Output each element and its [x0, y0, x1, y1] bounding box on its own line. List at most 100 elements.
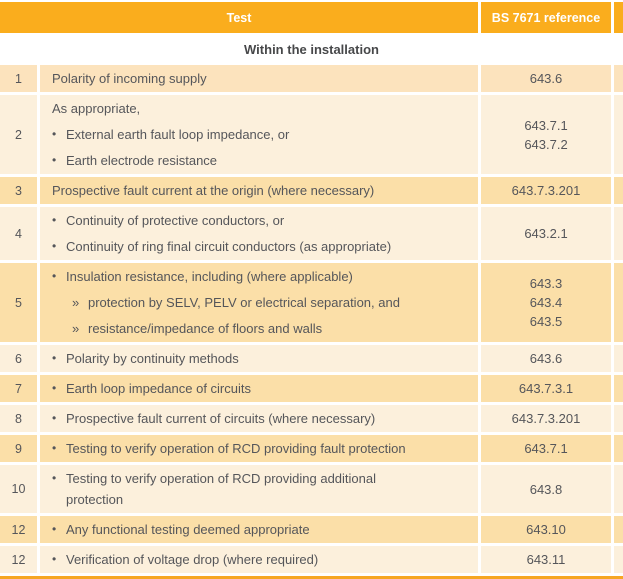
test-item-text: Earth electrode resistance	[66, 153, 218, 168]
cropped-next-column-cell	[614, 435, 623, 462]
row-number: 5	[0, 263, 37, 342]
reference-value: 643.7.1	[524, 117, 568, 133]
test-description-cell: • Polarity by continuity methods	[40, 345, 478, 372]
test-item-text: Polarity of incoming supply	[52, 71, 207, 86]
table-row: 8 • Prospective fault current of circuits…	[0, 405, 623, 432]
reference-value: 643.10	[526, 522, 566, 537]
test-description-cell: As appropriate, • External earth fault loo…	[40, 95, 478, 174]
reference-cell: 643.3 643.4 643.5	[481, 263, 611, 342]
test-description-cell: • Continuity of protective conductors, or…	[40, 207, 478, 260]
row-number: 12	[0, 516, 37, 543]
test-item-text: As appropriate,	[52, 101, 141, 116]
table-row: 4 • Continuity of protective conductors, …	[0, 207, 623, 260]
test-description-cell: • Insulation resistance, including (where…	[40, 263, 478, 342]
reference-cell: 643.2.1	[481, 207, 611, 260]
row-number: 12	[0, 546, 37, 573]
bullet-item: • Continuity of ring final circuit conduc…	[40, 238, 470, 255]
reference-cell: 643.8	[481, 465, 611, 513]
reference-cell: 643.7.1 643.7.2	[481, 95, 611, 174]
test-item-text: Any functional testing deemed appropriat…	[66, 522, 310, 537]
row-number: 7	[0, 375, 37, 402]
test-description-cell: Polarity of incoming supply	[40, 65, 478, 92]
reference-cell: 643.6	[481, 65, 611, 92]
cropped-next-column-cell	[614, 516, 623, 543]
test-item-text: Verification of voltage drop (where requ…	[66, 552, 319, 567]
table-row: 5 • Insulation resistance, including (whe…	[0, 263, 623, 342]
bullet-icon: •	[52, 269, 57, 283]
test-item-text: protection	[66, 492, 124, 507]
test-description-cell: • Any functional testing deemed appropria…	[40, 516, 478, 543]
bullet-item: • Insulation resistance, including (where…	[40, 268, 470, 285]
table-row: 3 Prospective fault current at the origi…	[0, 177, 623, 204]
reference-cell: 643.6	[481, 345, 611, 372]
bullet-icon: •	[52, 552, 57, 566]
test-description-cell: • Verification of voltage drop (where req…	[40, 546, 478, 573]
bullet-item: • Verification of voltage drop (where req…	[40, 551, 470, 568]
table-bottom-border	[0, 576, 623, 579]
test-item-line: Polarity of incoming supply	[40, 70, 470, 87]
bullet-icon: •	[52, 213, 57, 227]
row-number: 10	[0, 465, 37, 513]
test-description-cell: Prospective fault current at the origin …	[40, 177, 478, 204]
row-number: 2	[0, 95, 37, 174]
bullet-icon: •	[52, 153, 57, 167]
reference-value: 643.3	[529, 276, 563, 291]
test-item-text: Testing to verify operation of RCD provi…	[66, 441, 406, 456]
test-item-text: Polarity by continuity methods	[66, 351, 239, 366]
table-row: 10 • Testing to verify operation of RCD p…	[0, 465, 623, 513]
column-header-reference: BS 7671 reference	[481, 2, 611, 33]
sub-bullet-item: » protection by SELV, PELV or electrical …	[40, 294, 470, 311]
test-item-text: Prospective fault current at the origin …	[52, 183, 375, 198]
table-body: 1 Polarity of incoming supply 643.6 2 As…	[0, 65, 623, 573]
bullet-icon: •	[52, 351, 57, 365]
test-item-line: protection	[40, 491, 470, 508]
test-description-cell: • Earth loop impedance of circuits	[40, 375, 478, 402]
test-item-text: Continuity of protective conductors, or	[66, 213, 285, 228]
cropped-next-column-cell	[614, 177, 623, 204]
reference-value: 643.11	[526, 552, 566, 567]
cropped-next-column-header	[614, 2, 623, 33]
cropped-next-column-cell	[614, 546, 623, 573]
reference-value: 643.7.3.201	[511, 411, 581, 426]
bullet-icon: •	[52, 522, 57, 536]
bullet-icon: •	[52, 381, 57, 395]
test-item-line: As appropriate,	[40, 100, 470, 117]
cropped-next-column-cell	[614, 263, 623, 342]
test-item-text: resistance/impedance of floors and walls	[88, 321, 323, 336]
reference-value: 643.7.3.1	[518, 381, 574, 396]
row-number: 9	[0, 435, 37, 462]
test-item-text: External earth fault loop impedance, or	[66, 127, 290, 142]
bullet-item: • Earth loop impedance of circuits	[40, 380, 470, 397]
reference-cell: 643.7.1	[481, 435, 611, 462]
reference-cell: 643.7.3.201	[481, 177, 611, 204]
reference-cell: 643.10	[481, 516, 611, 543]
bullet-item: • Testing to verify operation of RCD prov…	[40, 440, 470, 457]
row-number: 1	[0, 65, 37, 92]
section-title: Within the installation	[0, 36, 623, 62]
bullet-icon: •	[52, 441, 57, 455]
cropped-next-column-cell	[614, 345, 623, 372]
reference-value: 643.8	[529, 481, 563, 497]
bullet-item: • Prospective fault current of circuits (…	[40, 410, 470, 427]
table-header-row: Test BS 7671 reference	[0, 2, 623, 33]
reference-cell: 643.7.3.1	[481, 375, 611, 402]
test-item-text: Insulation resistance, including (where …	[66, 269, 353, 284]
bullet-icon: •	[52, 471, 57, 485]
bullet-item: • Earth electrode resistance	[40, 152, 470, 169]
bullet-item: • Polarity by continuity methods	[40, 350, 470, 367]
test-item-text: Earth loop impedance of circuits	[66, 381, 251, 396]
cropped-next-column-cell	[614, 207, 623, 260]
reference-value: 643.5	[529, 314, 563, 329]
test-description-cell: • Testing to verify operation of RCD prov…	[40, 435, 478, 462]
test-description-cell: • Testing to verify operation of RCD prov…	[40, 465, 478, 513]
reference-cell: 643.7.3.201	[481, 405, 611, 432]
test-item-text: Prospective fault current of circuits (w…	[66, 411, 376, 426]
table-row: 9 • Testing to verify operation of RCD pr…	[0, 435, 623, 462]
bullet-icon: •	[52, 127, 57, 141]
bullet-icon: •	[52, 411, 57, 425]
test-item-text: Testing to verify operation of RCD provi…	[66, 471, 377, 486]
table-row: 2 As appropriate, • External earth fault l…	[0, 95, 623, 174]
table-row: 6 • Polarity by continuity methods 643.6	[0, 345, 623, 372]
bullet-item: • Testing to verify operation of RCD prov…	[40, 470, 470, 487]
